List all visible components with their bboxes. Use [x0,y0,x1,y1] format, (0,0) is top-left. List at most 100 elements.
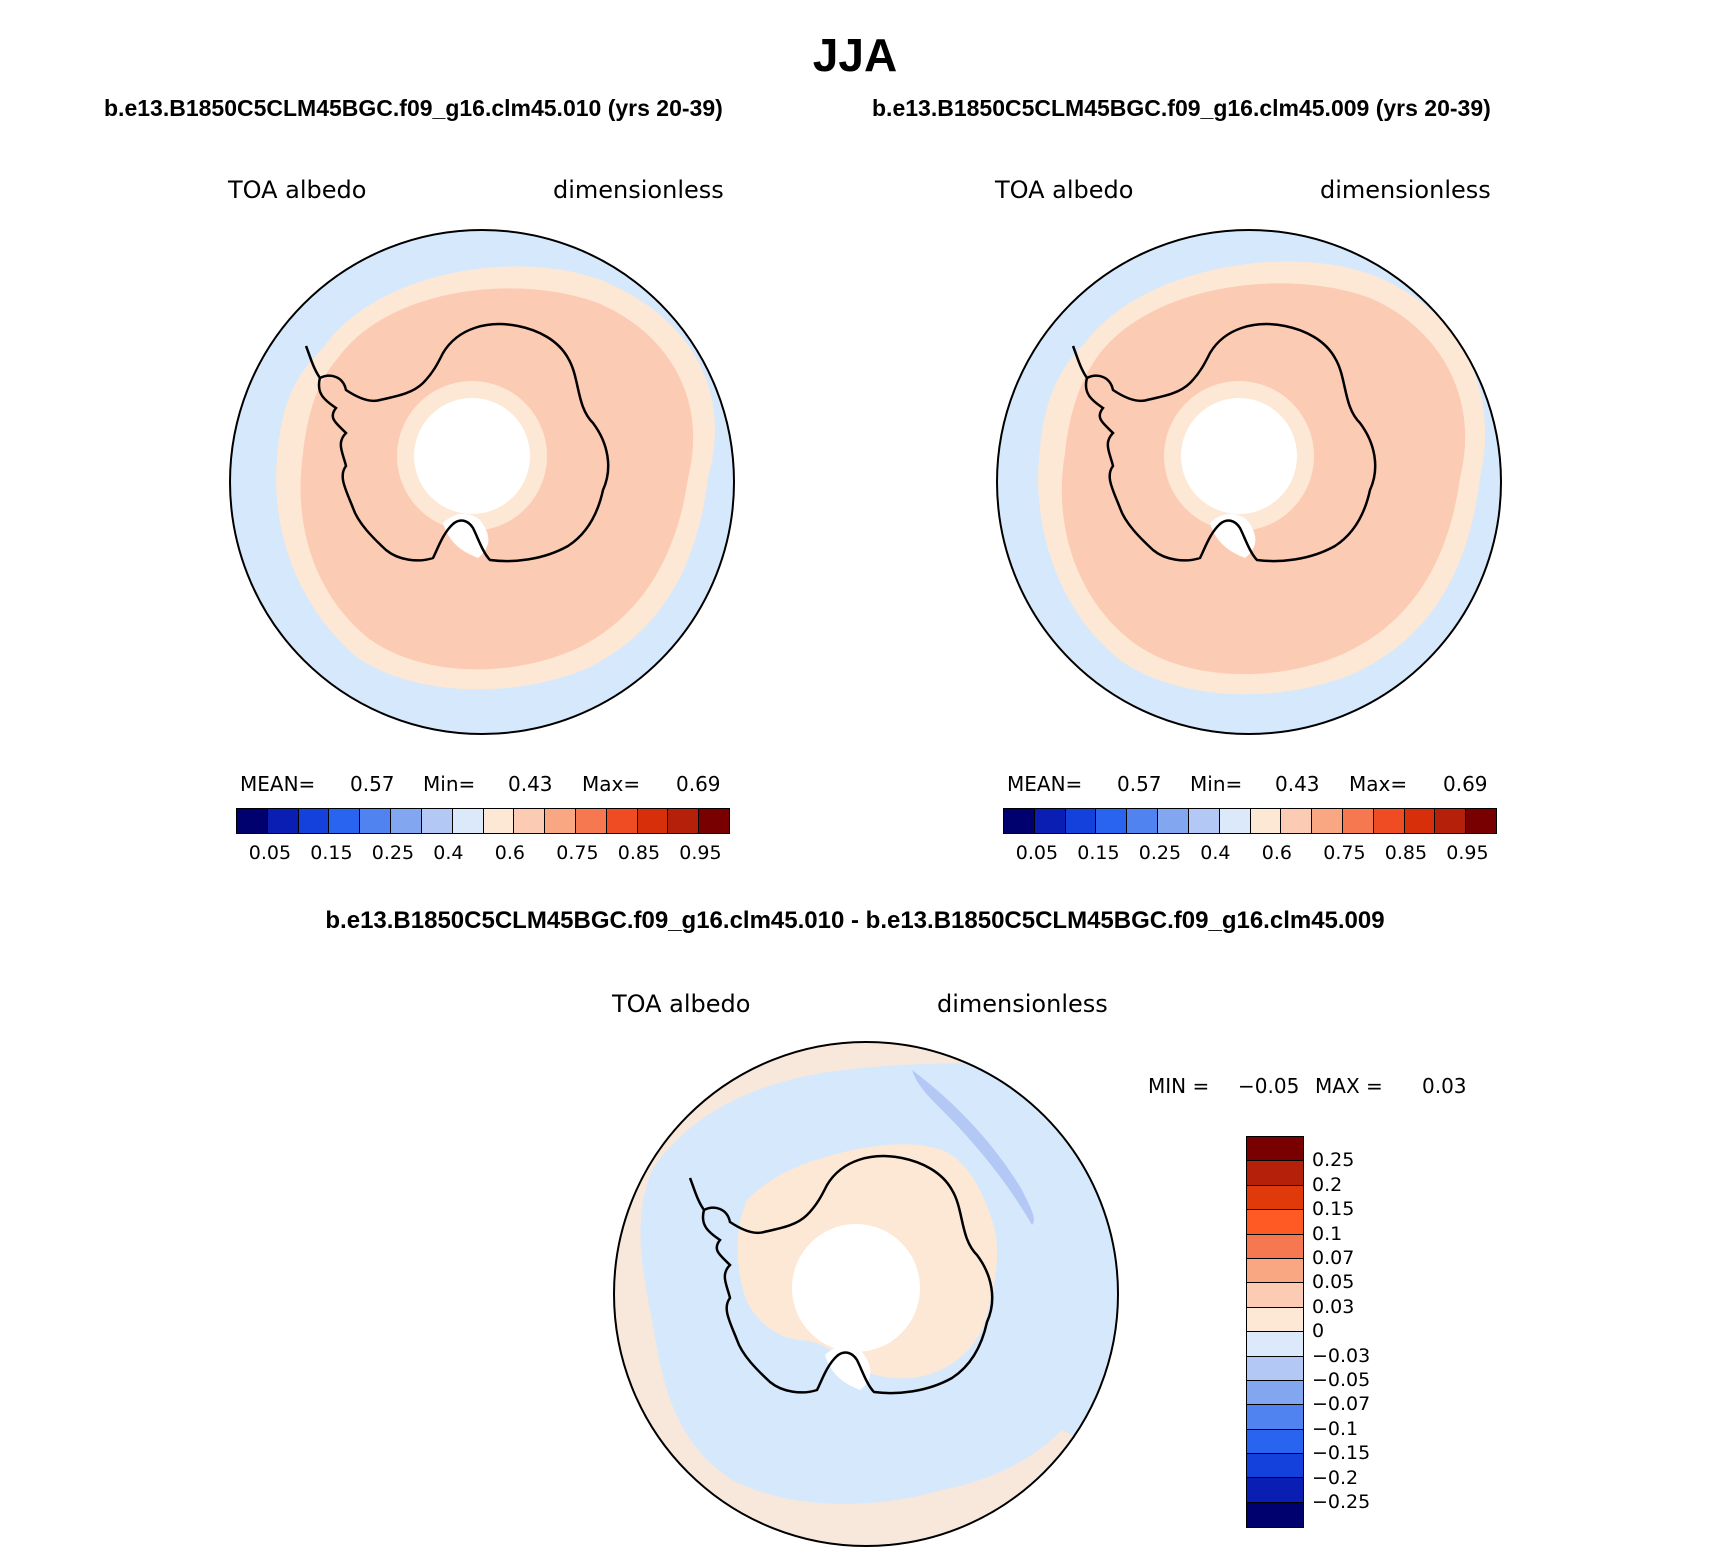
right-run-title: b.e13.B1850C5CLM45BGC.f09_g16.clm45.009 … [872,95,1491,121]
left-colorbar-tick-label: 0.15 [310,842,353,864]
left-polar-map [229,229,735,735]
right-colorbar-box [1188,809,1220,833]
left-colorbar-box [329,809,361,833]
left-min-label: Min= [423,772,476,796]
diff-colorbar-box [1247,1283,1303,1308]
left-colorbar-box [360,809,392,833]
diff-colorbar-box [1247,1356,1303,1381]
diff-colorbar-box [1247,1137,1303,1162]
right-colorbar-box [1466,809,1496,833]
left-max-label: Max= [582,772,641,796]
left-colorbar-box [421,809,453,833]
diff-colorbar-tick-label: 0.03 [1312,1295,1355,1318]
right-colorbar-box [1312,809,1343,833]
right-units-label: dimensionless [1320,176,1491,204]
right-colorbar-tick-label: 0.6 [1261,842,1292,864]
diff-colorbar-box [1247,1429,1303,1455]
diff-colorbar-tick-label: −0.07 [1312,1393,1371,1416]
diff-min-label: MIN = [1148,1074,1210,1098]
right-variable-label: TOA albedo [995,176,1134,204]
right-min-label: Min= [1190,772,1243,796]
right-colorbar-ticks: 0.05 0.15 0.25 0.4 0.6 0.75 0.85 0.95 [1003,842,1495,866]
left-units-label: dimensionless [553,176,724,204]
right-max-value: 0.69 [1443,772,1488,796]
right-max-label: Max= [1349,772,1408,796]
left-max-value: 0.69 [676,772,721,796]
diff-colorbar-tick-label: −0.2 [1312,1466,1359,1489]
diff-colorbar-tick-label: 0.1 [1312,1222,1343,1245]
right-colorbar-box [1250,809,1282,833]
right-colorbar-box [1435,809,1467,833]
diff-colorbar-tick-label: 0 [1312,1320,1325,1343]
right-colorbar-box [1034,809,1066,833]
left-mean-value: 0.57 [350,772,395,796]
right-colorbar-box [1404,809,1436,833]
left-colorbar-box [391,809,422,833]
diff-colorbar-box [1247,1405,1303,1430]
right-colorbar-box [1281,809,1313,833]
diff-antarctica-coast [701,1154,994,1395]
left-colorbar-box [699,809,729,833]
diff-colorbar-box [1247,1234,1303,1259]
right-colorbar-tick-label: 0.05 [1015,842,1059,864]
left-colorbar-tick-label: 0.75 [556,842,599,864]
left-colorbar-ticks: 0.05 0.15 0.25 0.4 0.6 0.75 0.85 0.95 [236,842,728,866]
right-antarctica-coast [1084,322,1377,563]
diff-colorbar-box [1247,1161,1303,1186]
right-colorbar-tick-label: 0.25 [1138,842,1182,864]
left-colorbar-box [267,809,299,833]
diff-colorbar-box [1247,1185,1303,1211]
diff-colorbar-tick-label: −0.1 [1312,1417,1359,1440]
diff-colorbar-box [1247,1258,1303,1284]
diff-units-label: dimensionless [937,990,1108,1018]
diff-colorbar-tick-label: −0.15 [1312,1442,1371,1465]
diff-colorbar-box [1247,1380,1303,1406]
right-mean-label: MEAN= [1007,772,1083,796]
right-polar-map [996,229,1502,735]
diff-colorbar-box [1247,1307,1303,1333]
diff-colorbar-tick-label: −0.05 [1312,1369,1371,1391]
right-colorbar-box [1065,809,1097,833]
diff-colorbar-tick-label: 0.15 [1312,1198,1355,1221]
right-colorbar-tick-label: 0.75 [1323,842,1366,864]
diff-colorbar-box [1247,1454,1303,1479]
left-colorbar-tick-label: 0.6 [494,842,525,864]
right-colorbar-tick-label: 0.4 [1200,842,1231,864]
diff-colorbar-tick-label: −0.25 [1312,1491,1371,1513]
right-colorbar-box [1219,809,1251,833]
diff-colorbar-box [1247,1210,1303,1235]
diff-min-value: −0.05 [1238,1074,1300,1098]
left-colorbar-box [606,809,638,833]
left-colorbar [236,808,730,834]
figure-title: JJA [812,29,898,81]
diff-colorbar-tick-label: 0.25 [1312,1149,1355,1172]
diff-colorbar-ticks: 0.25 0.2 0.15 0.1 0.07 0.05 0.03 0 −0.03 −0.05 −0.… [1312,1136,1432,1528]
difference-title: b.e13.B1850C5CLM45BGC.f09_g16.clm45.010 … [325,907,1385,934]
left-colorbar-tick-label: 0.25 [371,842,415,864]
left-min-value: 0.43 [508,772,553,796]
left-colorbar-box [483,809,515,833]
left-antarctica-coast [317,322,610,563]
right-colorbar-box [1158,809,1189,833]
diff-colorbar-tick-label: −0.03 [1312,1344,1371,1367]
diff-variable-label: TOA albedo [612,990,751,1018]
left-colorbar-tick-label: 0.85 [617,842,661,864]
right-colorbar-tick-label: 0.15 [1077,842,1120,864]
right-colorbar-tick-label: 0.85 [1384,842,1428,864]
left-colorbar-box [237,809,268,833]
left-colorbar-tick-label: 0.4 [433,842,464,864]
left-variable-label: TOA albedo [228,176,367,204]
right-colorbar-box [1373,809,1405,833]
left-colorbar-tick-label: 0.95 [679,842,722,864]
right-colorbar [1003,808,1497,834]
diff-colorbar-box [1247,1502,1303,1528]
right-colorbar-box [1342,809,1374,833]
left-colorbar-box [637,809,669,833]
left-colorbar-box [575,809,607,833]
left-colorbar-tick-label: 0.05 [248,842,292,864]
diff-colorbar-tick-label: 0.07 [1312,1247,1355,1269]
right-min-value: 0.43 [1275,772,1320,796]
diff-colorbar-tick-label: 0.2 [1312,1173,1343,1196]
right-mean-value: 0.57 [1117,772,1162,796]
left-colorbar-box [668,809,700,833]
